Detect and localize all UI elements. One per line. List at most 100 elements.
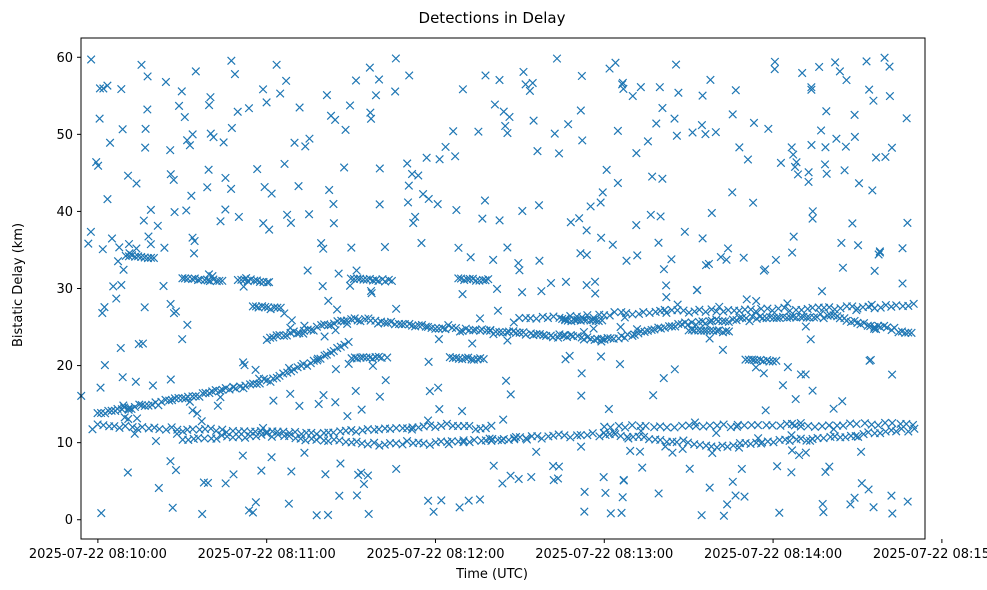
noise-detection-marker <box>619 475 628 485</box>
track-detection-marker <box>863 321 873 330</box>
noise-detection-marker <box>433 199 442 209</box>
noise-detection-marker <box>407 425 417 434</box>
track-detection-marker <box>146 253 156 263</box>
x-axis-label: Time (UTC) <box>455 567 528 582</box>
noise-detection-marker <box>503 128 512 138</box>
track-detection-marker <box>471 276 481 285</box>
noise-detection-marker <box>216 217 225 226</box>
noise-detection-marker <box>314 399 323 409</box>
noise-detection-marker <box>117 280 126 290</box>
noise-detection-marker <box>144 232 153 241</box>
noise-detection-marker <box>528 78 537 88</box>
x-tick-label: 2025-07-22 08:15:00 <box>873 547 987 562</box>
track-detection-marker <box>257 430 266 439</box>
noise-detection-marker <box>191 67 201 76</box>
track-detection-marker <box>353 316 362 325</box>
track-detection-marker <box>751 307 761 316</box>
noise-detection-marker <box>244 506 254 515</box>
noise-detection-marker <box>189 249 199 258</box>
noise-detection-marker <box>206 92 215 102</box>
track-detection-marker <box>309 356 319 365</box>
track-detection-marker <box>639 432 649 442</box>
track-detection-marker <box>115 423 124 433</box>
noise-detection-marker <box>260 182 269 192</box>
noise-detection-marker <box>887 491 896 500</box>
noise-detection-marker <box>797 68 807 78</box>
track-detection-marker <box>859 429 868 439</box>
noise-detection-marker <box>659 264 669 274</box>
noise-detection-marker <box>280 159 289 169</box>
noise-detection-marker <box>486 325 495 335</box>
track-detection-marker <box>741 355 750 364</box>
noise-detection-marker <box>143 72 152 81</box>
track-detection-marker <box>136 252 146 262</box>
track-detection-marker <box>628 331 637 341</box>
track-detection-marker <box>740 421 749 430</box>
noise-detection-marker <box>171 465 181 475</box>
noise-detection-marker <box>852 305 861 315</box>
track-detection-marker <box>867 420 876 429</box>
noise-detection-marker <box>230 69 240 79</box>
noise-detection-marker <box>708 448 717 458</box>
noise-detection-marker <box>698 234 707 243</box>
noise-detection-marker <box>751 363 761 372</box>
track-detection-marker <box>487 421 496 431</box>
noise-detection-marker <box>475 495 485 504</box>
noise-detection-marker <box>166 169 175 179</box>
noise-detection-marker <box>336 459 345 468</box>
track-detection-marker <box>817 421 827 431</box>
noise-detection-marker <box>159 281 168 291</box>
noise-detection-marker <box>258 85 268 94</box>
noise-detection-marker <box>707 208 717 218</box>
track-detection-marker <box>690 326 699 335</box>
track-detection-marker <box>495 327 504 337</box>
noise-detection-marker <box>441 142 450 152</box>
noise-detection-marker <box>783 362 793 372</box>
noise-detection-marker <box>366 286 376 296</box>
track-detection-marker <box>662 423 672 432</box>
track-detection-marker <box>620 423 630 432</box>
track-detection-marker <box>702 326 712 335</box>
noise-detection-marker <box>490 100 500 109</box>
x-tick-label: 2025-07-22 08:12:00 <box>366 547 504 562</box>
noise-detection-marker <box>617 508 626 518</box>
noise-detection-marker <box>510 433 519 443</box>
track-detection-marker <box>887 425 896 435</box>
noise-detection-marker <box>140 143 150 152</box>
noise-detection-marker <box>887 370 897 379</box>
x-tick-label: 2025-07-22 08:13:00 <box>535 547 673 562</box>
track-detection-marker <box>875 428 885 438</box>
noise-detection-marker <box>478 214 487 223</box>
track-detection-marker <box>758 313 767 323</box>
noise-detection-marker <box>275 89 285 98</box>
noise-detection-marker <box>840 166 849 175</box>
noise-detection-marker <box>132 414 142 423</box>
noise-detection-marker <box>363 471 373 480</box>
track-detection-marker <box>438 323 447 333</box>
track-detection-marker <box>465 437 474 447</box>
track-detection-marker <box>785 436 794 446</box>
track-detection-marker <box>901 328 910 338</box>
noise-detection-marker <box>86 227 96 237</box>
noise-detection-marker <box>429 507 438 517</box>
noise-detection-marker <box>529 116 538 125</box>
track-detection-marker <box>150 423 159 432</box>
track-detection-marker <box>769 438 778 447</box>
noise-detection-marker <box>134 339 144 349</box>
noise-detection-marker <box>124 403 134 413</box>
track-detection-marker <box>302 361 312 370</box>
noise-detection-marker <box>566 218 576 227</box>
noise-detection-marker <box>437 496 446 505</box>
track-detection-marker <box>201 388 210 398</box>
track-detection-marker <box>215 276 224 286</box>
track-detection-marker <box>272 331 281 340</box>
noise-detection-marker <box>846 500 855 509</box>
noise-detection-marker <box>731 491 740 500</box>
noise-detection-marker <box>374 75 384 84</box>
noise-detection-marker <box>571 315 580 325</box>
noise-detection-marker <box>637 463 647 472</box>
noise-detection-marker <box>903 497 912 506</box>
noise-detection-marker <box>805 436 815 446</box>
noise-detection-marker <box>331 364 341 374</box>
